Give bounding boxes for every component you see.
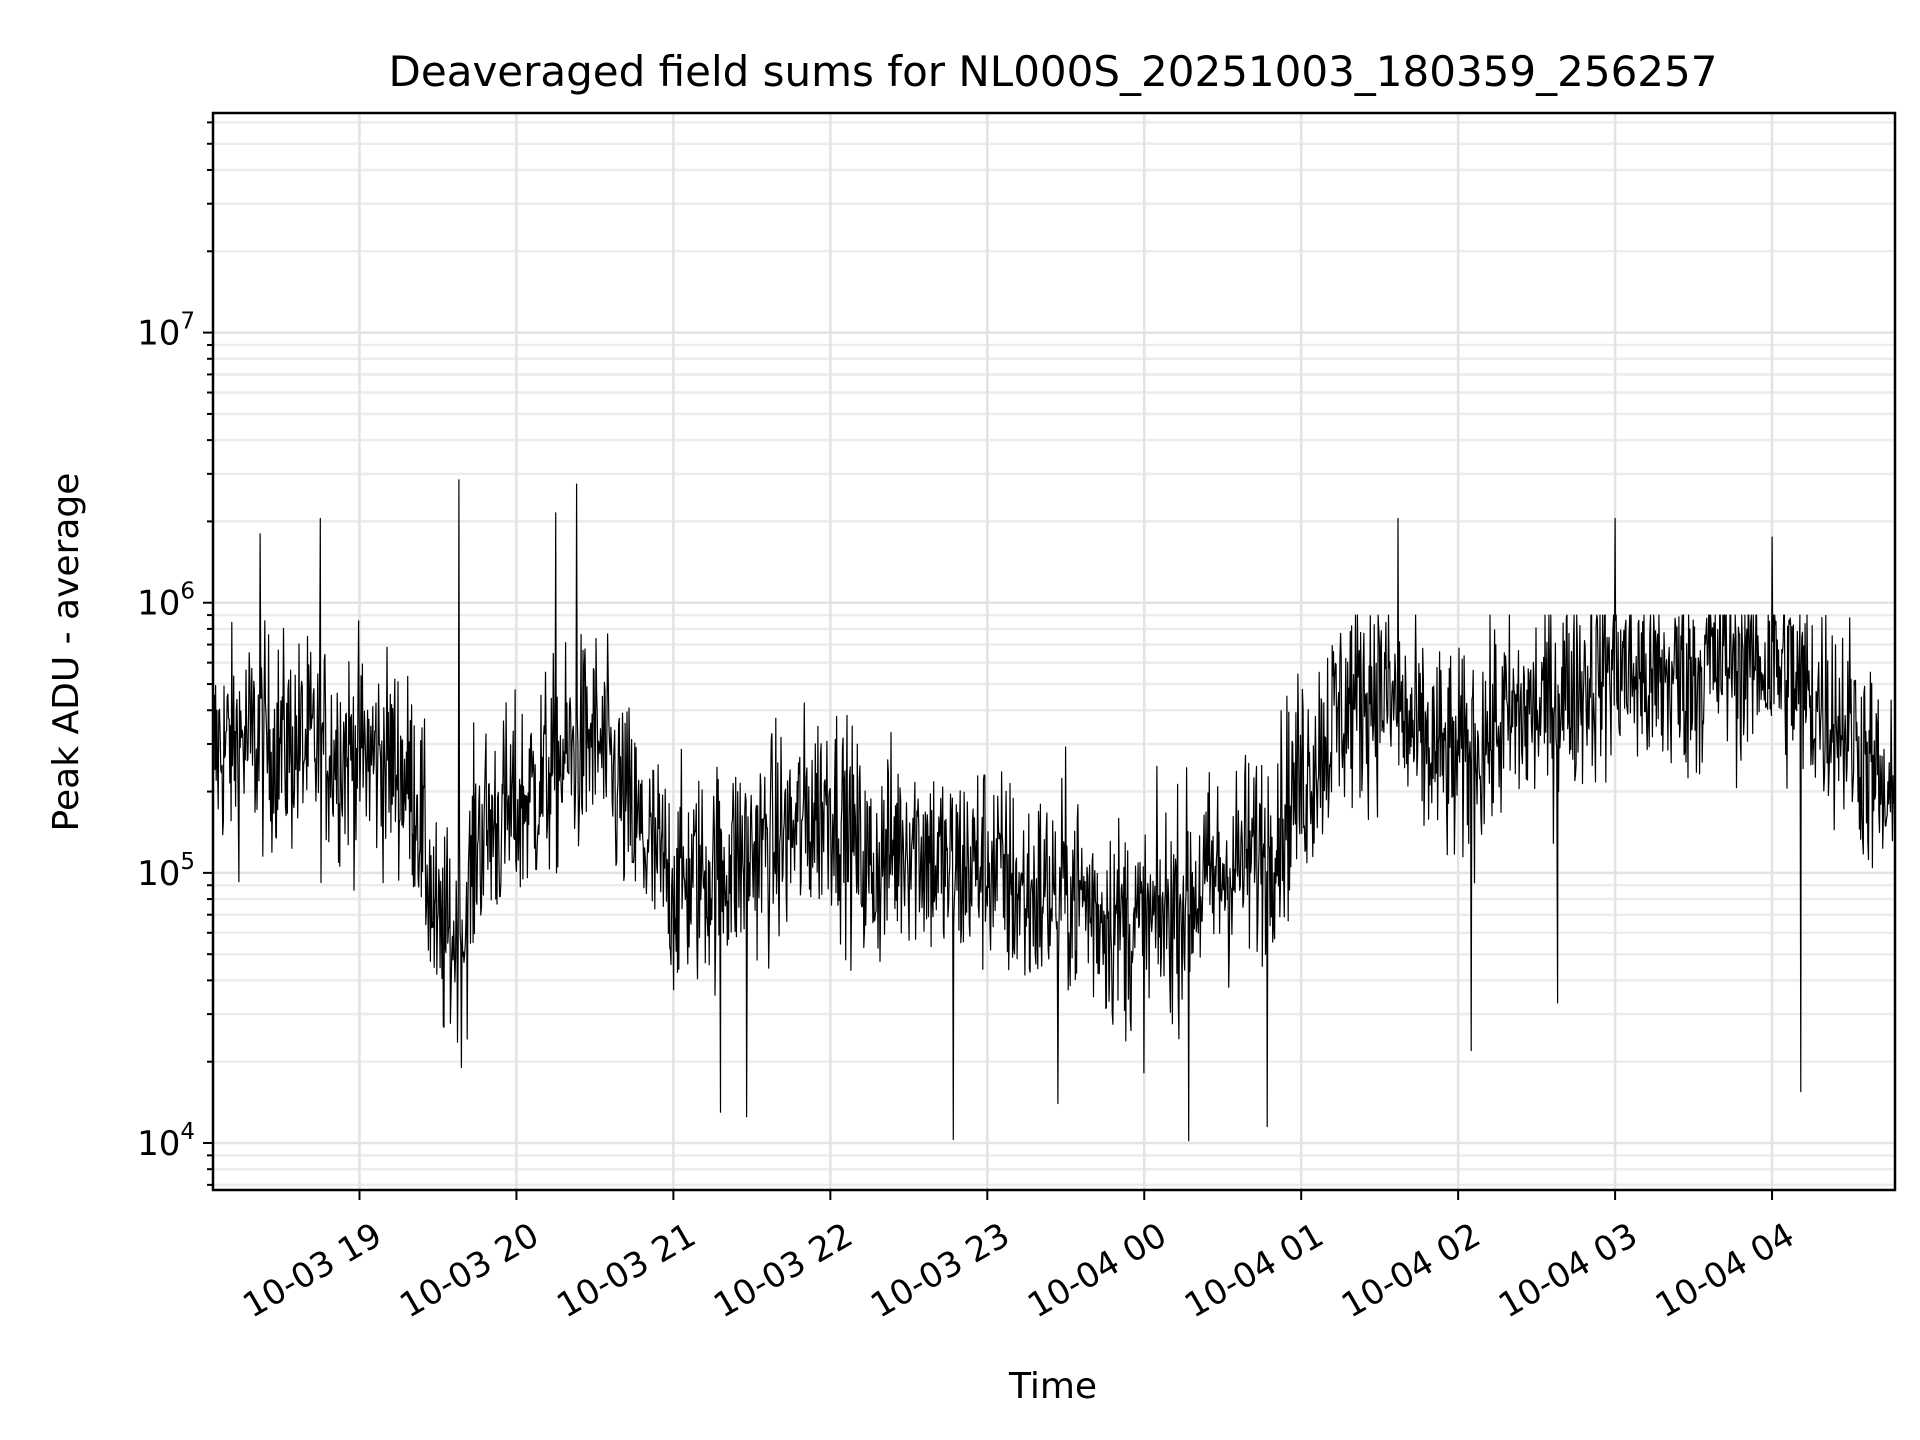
series-layer	[212, 479, 1896, 1142]
y-tick-label: 106	[137, 579, 195, 624]
y-axis-label: Peak ADU - average	[46, 473, 87, 832]
chart-title: Deaveraged field sums for NL000S_2025100…	[389, 47, 1718, 96]
series-line	[212, 479, 1896, 1142]
x-axis-label: Time	[1008, 1366, 1097, 1407]
y-tick-label: 105	[137, 849, 195, 894]
y-axis: 104 105 106 107	[137, 121, 213, 1186]
plot-frame	[211, 111, 1897, 1192]
y-tick-label: 107	[137, 309, 195, 354]
y-tick-label: 104	[137, 1119, 195, 1164]
